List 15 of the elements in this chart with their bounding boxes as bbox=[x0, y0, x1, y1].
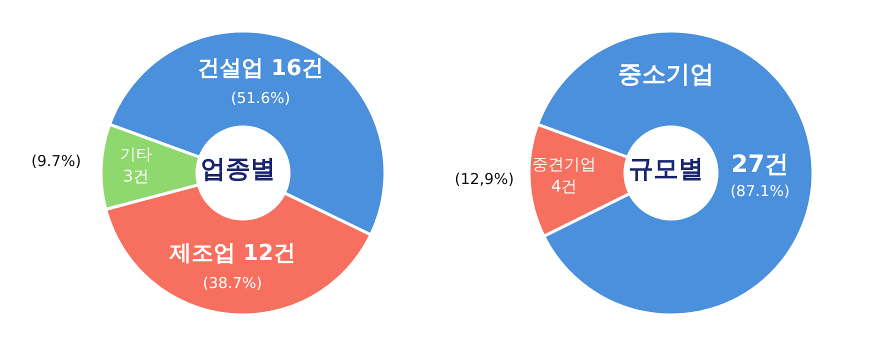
slice-label: 건설업 16건 bbox=[197, 56, 324, 82]
slice-label: 제조업 12건 bbox=[168, 241, 296, 266]
text: (87.1%) bbox=[730, 182, 790, 200]
data-label: 3건 bbox=[123, 166, 150, 186]
slice-label: 중견기업 bbox=[532, 154, 596, 174]
text: 업종별 bbox=[200, 154, 276, 183]
data-label: 4건 bbox=[551, 176, 578, 196]
text: 규모별 bbox=[628, 154, 704, 183]
text: (9.7%) bbox=[31, 152, 82, 170]
text: (12,9%) bbox=[454, 170, 514, 188]
slice-label: 중소기업 bbox=[618, 60, 714, 88]
text: (38.7%) bbox=[202, 274, 262, 292]
text: (51.6%) bbox=[230, 89, 290, 108]
data-label: 27건 bbox=[731, 150, 789, 178]
slice-label: 기타 bbox=[120, 144, 152, 164]
